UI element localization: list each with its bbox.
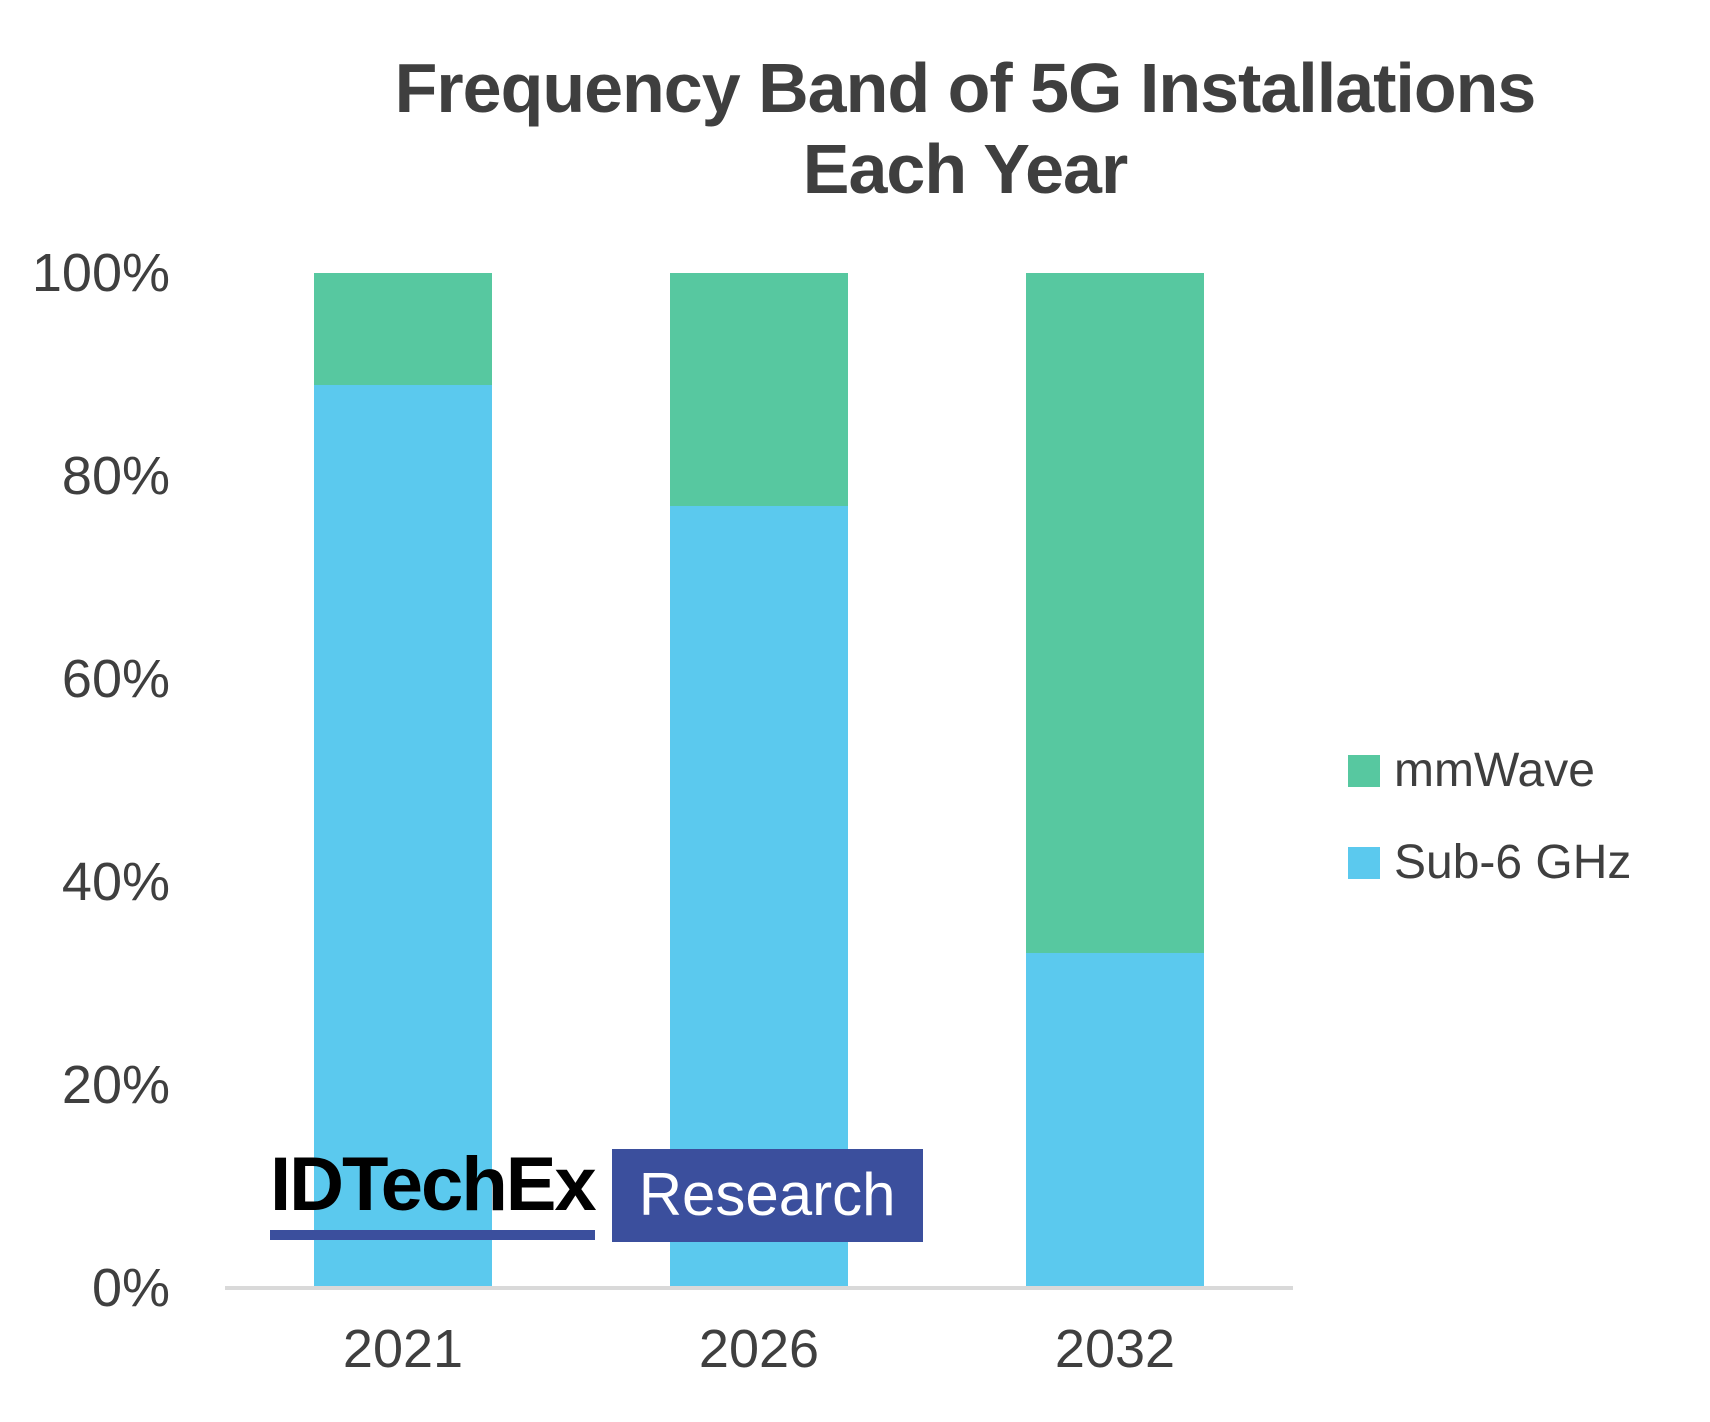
bar-segment-mmwave [1026,273,1204,954]
idtechex-logo: IDTechEx Research [270,1142,923,1242]
idtechex-brand-text: IDTechEx [270,1142,597,1227]
x-tick-label: 2026 [698,1319,820,1379]
plot-area [225,273,1293,1288]
legend-item: mmWave [1348,744,1631,798]
y-tick-label: 20% [61,1055,170,1115]
x-tick-label: 2032 [1054,1319,1176,1379]
legend-swatch-icon [1348,847,1380,879]
x-axis-line [225,1286,1293,1290]
bar-segment-sub-6-ghz [1026,953,1204,1288]
y-tick-label: 100% [31,243,170,303]
y-tick-label: 60% [61,649,170,709]
bar-segment-sub-6-ghz [314,384,492,1288]
research-badge: Research [611,1149,923,1242]
legend: mmWave Sub-6 GHz [1348,744,1631,928]
idtechex-wordmark: IDTechEx [270,1142,597,1240]
chart-title-line2: Each Year [802,130,1128,209]
stacked-bar-2032 [1026,273,1204,1288]
x-tick-label: 2021 [342,1319,464,1379]
legend-label: Sub-6 GHz [1394,836,1632,889]
y-tick-label: 80% [61,446,170,506]
y-tick-label: 0% [91,1258,170,1318]
y-tick-label: 40% [61,852,170,912]
bar-segment-mmwave [670,273,848,507]
stacked-bar-2026 [670,273,848,1288]
bar-segment-mmwave [314,273,492,385]
chart-title: Frequency Band of 5G Installations Each … [220,48,1710,210]
legend-label: mmWave [1394,744,1595,797]
chart-title-line1: Frequency Band of 5G Installations [394,49,1537,127]
idtechex-underline [270,1230,595,1240]
stacked-bar-2021 [314,273,492,1288]
legend-swatch-icon [1348,755,1380,787]
legend-item: Sub-6 GHz [1348,836,1631,890]
